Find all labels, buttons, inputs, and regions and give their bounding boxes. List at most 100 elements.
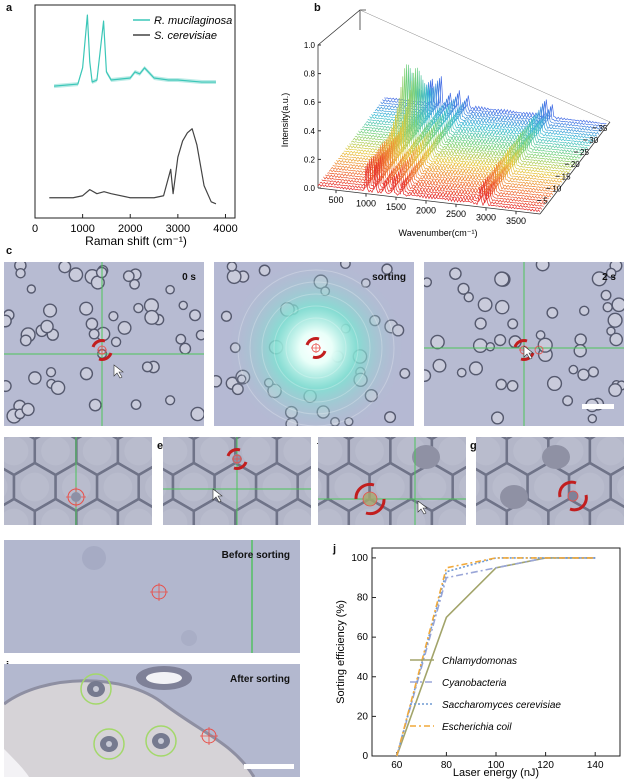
laser-target: [354, 482, 386, 516]
j-xtick-label-1: 80: [441, 760, 453, 771]
laser-target: [558, 480, 588, 512]
a-xtick-label-1: 1000: [70, 223, 94, 235]
micro-c-sorting-image: [214, 262, 411, 426]
hex-well: [375, 472, 405, 502]
hex-well: [220, 472, 250, 502]
micro-c-sorting-time: sorting: [372, 272, 406, 283]
cell: [495, 378, 507, 391]
hex-well: [513, 437, 542, 466]
micro-i-caption: After sorting: [230, 674, 290, 685]
hex-well: [476, 437, 501, 466]
j-xtick-label-0: 60: [391, 760, 403, 771]
cell: [117, 320, 132, 335]
a-xtick-label-0: 0: [32, 223, 38, 235]
cell: [226, 269, 242, 285]
j-ytick-label-3: 60: [357, 632, 369, 643]
b-spectrum-34: [380, 80, 603, 130]
cell: [485, 342, 496, 352]
panel-label-j: j: [333, 543, 337, 555]
cell: [384, 411, 397, 424]
cell: [79, 301, 94, 316]
cell: [494, 333, 507, 347]
cell: [88, 398, 102, 412]
b-spectrum-5: [327, 151, 550, 200]
hex-well: [596, 508, 624, 525]
b-spectrum-9: [334, 141, 557, 191]
cell: [605, 267, 617, 279]
hex-well: [262, 472, 292, 502]
cell: [144, 309, 160, 325]
b-spectrum-4: [325, 153, 548, 203]
chart-j-legend: Chlamydomonas Cyanobacteria Saccharomyces …: [410, 656, 561, 733]
b-spectrum-33: [378, 83, 601, 132]
cell: [457, 282, 470, 295]
cell: [58, 262, 72, 274]
b-spectrum-31: [374, 87, 598, 137]
b-ytick-label-5: 1.0: [304, 41, 316, 50]
cell: [577, 368, 590, 381]
b-spectrum-16: [347, 114, 570, 174]
b-xtick-label-6: 3500: [506, 216, 526, 226]
hex-well: [82, 508, 112, 525]
cell: [381, 263, 393, 275]
micro-e: [163, 437, 311, 525]
cell: [574, 333, 587, 346]
b-ytick-label-4: 0.8: [304, 70, 316, 79]
j-ytick-label-1: 20: [357, 711, 369, 722]
b-spectrum-23: [360, 64, 583, 157]
panel-label-b: b: [314, 2, 321, 14]
micro-g: [476, 437, 624, 525]
hex-well: [145, 474, 152, 500]
b-spectrum-22: [358, 64, 581, 159]
panel-label-g: g: [470, 440, 477, 452]
cell: [165, 284, 175, 295]
b-xtick-label-1: 1000: [356, 199, 376, 209]
cell: [189, 309, 202, 322]
hex-well: [163, 508, 188, 525]
a-xtick-label-4: 4000: [213, 223, 237, 235]
cell: [537, 337, 553, 353]
j-legend-label-2: Saccharomyces cerevisiae: [442, 700, 561, 711]
b-spectrum-12: [339, 134, 563, 183]
b-spectrum-6: [328, 150, 552, 198]
micro-h-caption: Before sorting: [221, 550, 290, 561]
cell: [108, 311, 119, 322]
cell: [608, 383, 623, 397]
cell: [494, 271, 510, 287]
cell: [15, 267, 26, 279]
cell: [449, 267, 462, 281]
chart-b-ylabel: Intensity(a.u.): [280, 93, 290, 148]
chart-a-frame: [34, 4, 236, 219]
cell: [26, 284, 37, 294]
b-spectrum-35: [382, 78, 605, 128]
cell: [474, 317, 487, 330]
hex-well: [283, 508, 311, 525]
cell: [129, 278, 140, 290]
hex-well: [20, 472, 50, 502]
laser-target: [305, 337, 327, 359]
b-ytick-label-3: 0.6: [304, 98, 316, 107]
b-spectrum-19: [352, 86, 576, 167]
cell: [578, 305, 590, 317]
cell: [424, 369, 432, 383]
j-legend-label-1: Cyanobacteria: [442, 678, 507, 689]
b-spectrum-3: [323, 155, 546, 205]
micro-h-image: [82, 540, 253, 653]
hex-well: [533, 472, 563, 502]
b-spectrum-18: [350, 97, 574, 168]
b-spectrum-17: [349, 106, 572, 171]
cell: [175, 333, 187, 345]
cell: [141, 361, 153, 373]
micro-c-sorting: sorting: [214, 262, 414, 426]
hex-well: [304, 474, 311, 500]
b-spectrum-36: [384, 76, 607, 125]
cell: [591, 271, 607, 287]
micro-c-0s-time: 0 s: [182, 272, 196, 283]
b-xtick-label-4: 2500: [446, 209, 466, 219]
cell: [463, 291, 474, 303]
b-xtick-label-3: 2000: [416, 206, 436, 216]
cell: [50, 380, 66, 396]
cell: [456, 367, 467, 378]
b-spectrum-13: [341, 131, 565, 181]
cell: [4, 314, 12, 328]
